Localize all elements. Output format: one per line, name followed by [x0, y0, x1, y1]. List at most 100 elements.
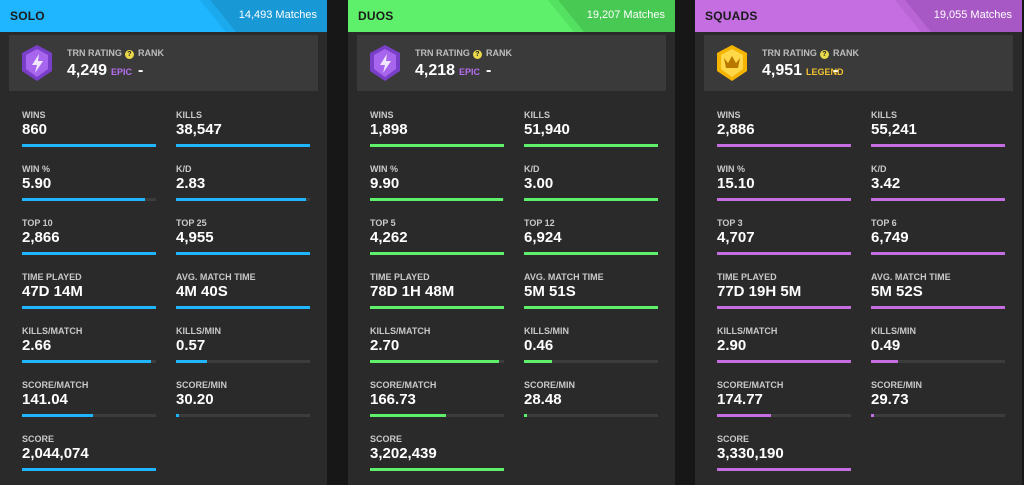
stat-value: 2.90: [717, 337, 747, 354]
stat-bar-fill: [717, 468, 851, 471]
stat-label: KILLS: [871, 110, 897, 120]
stat-value: 3,202,439: [370, 445, 437, 462]
stat-label: WIN %: [717, 164, 745, 174]
stat-bar-fill: [524, 306, 658, 309]
stat-bar-fill: [176, 144, 310, 147]
stat-bar-track: [22, 144, 156, 147]
stat-value: 51,940: [524, 121, 570, 138]
stat-score: SCORE 2,044,074: [22, 434, 156, 484]
stat-label: WINS: [22, 110, 46, 120]
stat-label: SCORE/MATCH: [717, 380, 784, 390]
stat-label: KILLS/MATCH: [717, 326, 778, 336]
stat-bar-track: [871, 144, 1005, 147]
stat-label: TIME PLAYED: [22, 272, 82, 282]
stat-bar-fill: [871, 360, 898, 363]
stat-value: 3,330,190: [717, 445, 784, 462]
stat-label: KILLS: [524, 110, 550, 120]
stat-bar-track: [871, 360, 1005, 363]
stat-bar-track: [370, 360, 504, 363]
header-stripe-decoration: [200, 0, 327, 32]
help-icon[interactable]: ?: [124, 50, 134, 59]
stat-bar-fill: [370, 360, 499, 363]
stat-bar-fill: [717, 360, 851, 363]
stat-bar-track: [717, 252, 851, 255]
stat-value: 2,886: [717, 121, 755, 138]
stat-value: 77D 19H 5M: [717, 283, 802, 300]
rank-value: -: [486, 62, 492, 79]
help-icon[interactable]: ?: [819, 50, 829, 59]
stat-bar-track: [370, 252, 504, 255]
stat-bar-fill: [871, 144, 1005, 147]
stat-k-d: K/D 3.42: [871, 164, 1005, 214]
stat-bar-track: [22, 468, 156, 471]
stat-score-match: SCORE/MATCH 141.04: [22, 380, 156, 430]
stat-avg-match-time: AVG. MATCH TIME 5M 52S: [871, 272, 1005, 322]
stat-bar-track: [871, 252, 1005, 255]
stat-value: 0.57: [176, 337, 206, 354]
panel-solo: SOLO 14,493 Matches TRN RATING? 4,249 EPIC RA…: [0, 0, 327, 485]
stat-bar-fill: [370, 144, 504, 147]
stat-bar-track: [524, 414, 658, 417]
stat-value: 2.70: [370, 337, 400, 354]
stat-value: 4,955: [176, 229, 214, 246]
trn-rating-number: 4,951: [762, 62, 803, 79]
help-icon[interactable]: ?: [472, 50, 482, 59]
stat-top-12: TOP 12 6,924: [524, 218, 658, 268]
stat-label: TOP 10: [22, 218, 53, 228]
stat-bar-fill: [22, 306, 156, 309]
rank-value: -: [833, 62, 839, 79]
stat-time-played: TIME PLAYED 47D 14M: [22, 272, 156, 322]
stat-label: AVG. MATCH TIME: [524, 272, 604, 282]
stat-label: WIN %: [22, 164, 50, 174]
stat-label: KILLS/MATCH: [370, 326, 431, 336]
stat-bar-fill: [524, 252, 658, 255]
rank-value: -: [138, 62, 144, 79]
stat-score-min: SCORE/MIN 28.48: [524, 380, 658, 430]
match-count: 19,055 Matches: [933, 9, 1012, 21]
purple-shield-icon: [18, 44, 56, 82]
stat-value: 47D 14M: [22, 283, 83, 300]
stat-bar-track: [524, 252, 658, 255]
stat-bar-track: [176, 198, 310, 201]
stat-value: 174.77: [717, 391, 763, 408]
panel-header: DUOS 19,207 Matches: [348, 0, 675, 32]
stat-label: KILLS/MATCH: [22, 326, 83, 336]
stat-top-25: TOP 25 4,955: [176, 218, 310, 268]
stat-avg-match-time: AVG. MATCH TIME 4M 40S: [176, 272, 310, 322]
stat-value: 5M 52S: [871, 283, 923, 300]
stat-wins: WINS 1,898: [370, 110, 504, 160]
stat-value: 5M 51S: [524, 283, 576, 300]
stat-bar-fill: [717, 252, 851, 255]
stat-value: 0.49: [871, 337, 901, 354]
stat-kills: KILLS 38,547: [176, 110, 310, 160]
stat-kills-match: KILLS/MATCH 2.66: [22, 326, 156, 376]
stat-k-d: K/D 3.00: [524, 164, 658, 214]
stat-bar-fill: [176, 252, 310, 255]
stat-win: WIN % 9.90: [370, 164, 504, 214]
stat-win: WIN % 5.90: [22, 164, 156, 214]
rating-block: TRN RATING? 4,951 LEGEND RANK -: [704, 35, 1013, 91]
stat-bar-fill: [22, 360, 151, 363]
stat-score-match: SCORE/MATCH 174.77: [717, 380, 851, 430]
rating-block: TRN RATING? 4,218 EPIC RANK -: [357, 35, 666, 91]
stat-bar-fill: [22, 468, 156, 471]
stat-value: 166.73: [370, 391, 416, 408]
trn-rating-label: TRN RATING?: [762, 48, 829, 59]
stat-value: 4M 40S: [176, 283, 228, 300]
stat-label: KILLS: [176, 110, 202, 120]
stat-bar-fill: [370, 468, 504, 471]
stat-label: TOP 6: [871, 218, 897, 228]
trn-rating-label-text: TRN RATING: [415, 48, 470, 58]
stat-score: SCORE 3,202,439: [370, 434, 504, 484]
stat-bar-track: [176, 360, 310, 363]
match-count: 14,493 Matches: [238, 9, 317, 21]
stat-label: AVG. MATCH TIME: [871, 272, 951, 282]
stat-value: 3.42: [871, 175, 901, 192]
stat-bar-track: [22, 360, 156, 363]
trn-rating-label-text: TRN RATING: [762, 48, 817, 58]
stat-kills: KILLS 51,940: [524, 110, 658, 160]
stat-win: WIN % 15.10: [717, 164, 851, 214]
stat-bar-track: [524, 198, 658, 201]
stat-label: SCORE/MIN: [524, 380, 576, 390]
stat-value: 15.10: [717, 175, 755, 192]
